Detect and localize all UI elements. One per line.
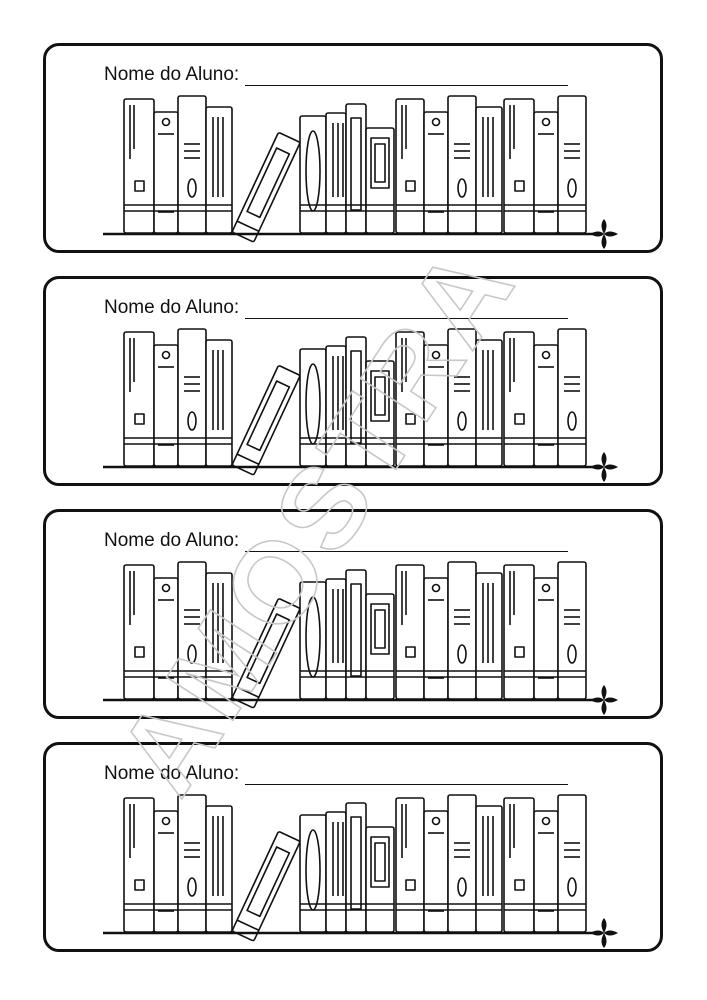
student-name-blank-3[interactable]	[245, 529, 569, 552]
bookshelf-illustration-3	[103, 561, 618, 715]
name-row-2: Nome do Aluno:	[104, 291, 584, 319]
student-name-label-2: Nome do Aluno:	[104, 297, 240, 318]
bookshelf-illustration-4	[103, 794, 618, 948]
name-row-4: Nome do Aluno:	[104, 757, 584, 785]
name-card-4: Nome do Aluno:	[43, 742, 663, 952]
name-row-1: Nome do Aluno:	[104, 58, 584, 86]
name-card-2: Nome do Aluno:	[43, 276, 663, 486]
student-name-blank-2[interactable]	[245, 296, 569, 319]
name-row-3: Nome do Aluno:	[104, 524, 584, 552]
bookshelf-illustration-1	[103, 95, 618, 249]
student-name-blank-4[interactable]	[245, 762, 569, 785]
name-card-1: Nome do Aluno:	[43, 43, 663, 253]
student-name-label-4: Nome do Aluno:	[104, 763, 240, 784]
bookshelf-illustration-2	[103, 328, 618, 482]
name-card-3: Nome do Aluno:	[43, 509, 663, 719]
student-name-label-3: Nome do Aluno:	[104, 530, 240, 551]
student-name-blank-1[interactable]	[245, 63, 569, 86]
student-name-label-1: Nome do Aluno:	[104, 64, 240, 85]
